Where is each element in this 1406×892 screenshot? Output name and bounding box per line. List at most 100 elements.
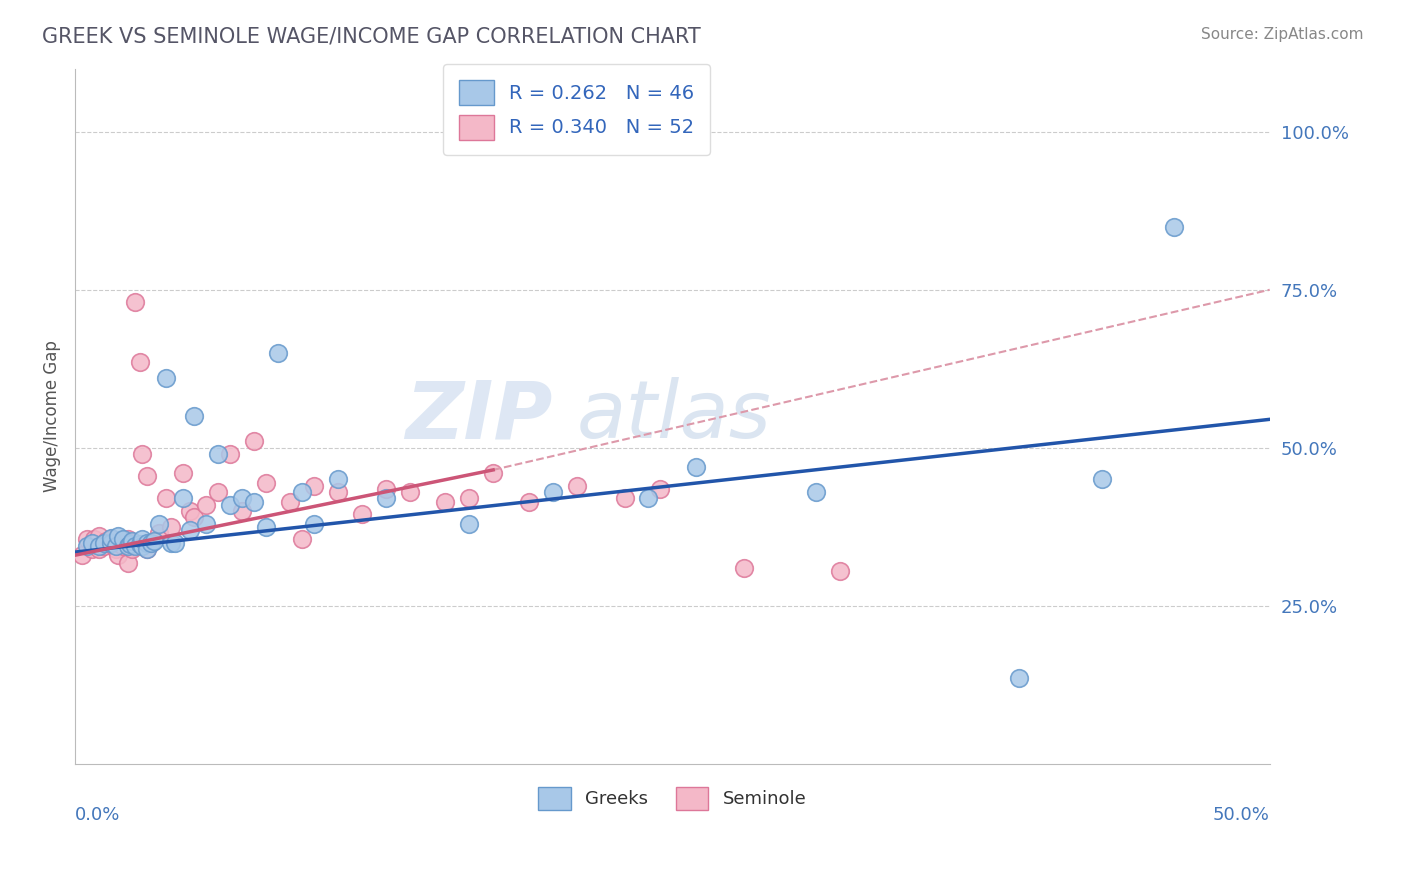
Point (121, 534, 143, 549)
Point (76, 533, 98, 547)
Point (117, 539, 139, 553)
Point (458, 516, 481, 531)
Point (131, 447, 153, 461)
Point (541, 485, 564, 500)
Point (121, 541, 143, 556)
Point (1008, 672, 1031, 686)
Point (195, 516, 218, 531)
Point (118, 537, 141, 551)
Point (291, 533, 314, 547)
Point (179, 523, 201, 537)
Point (135, 535, 157, 549)
Point (141, 535, 163, 549)
Point (107, 535, 129, 549)
Point (267, 346, 290, 360)
Point (231, 491, 253, 506)
Point (76, 539, 98, 553)
Point (141, 535, 163, 549)
Point (159, 535, 181, 549)
Point (482, 466, 505, 480)
Point (128, 355, 150, 369)
Point (148, 516, 170, 531)
Point (80, 541, 103, 556)
Point (131, 533, 153, 547)
Point (685, 459, 707, 474)
Point (117, 533, 139, 547)
Point (434, 494, 457, 508)
Text: 50.0%: 50.0% (1213, 805, 1270, 823)
Point (83, 533, 105, 547)
Point (613, 491, 636, 506)
Point (291, 485, 314, 500)
Point (135, 541, 157, 556)
Point (565, 479, 588, 493)
Point (374, 491, 396, 506)
Point (219, 447, 242, 461)
Point (172, 491, 194, 506)
Point (131, 539, 153, 553)
Point (80, 535, 103, 549)
Point (87, 539, 110, 553)
Point (243, 434, 266, 449)
Point (124, 295, 146, 310)
Point (219, 498, 242, 512)
Text: Source: ZipAtlas.com: Source: ZipAtlas.com (1201, 27, 1364, 42)
Point (148, 526, 170, 541)
Point (302, 479, 325, 493)
Point (104, 541, 127, 556)
Point (155, 371, 177, 385)
Point (121, 535, 143, 549)
Text: 0.0%: 0.0% (75, 805, 121, 823)
Point (142, 534, 165, 549)
Point (100, 537, 122, 551)
Point (254, 475, 277, 490)
Point (183, 409, 205, 424)
Text: ZIP: ZIP (405, 377, 553, 455)
Point (124, 539, 146, 553)
Point (278, 494, 301, 508)
Text: GREEK VS SEMINOLE WAGE/INCOME GAP CORRELATION CHART: GREEK VS SEMINOLE WAGE/INCOME GAP CORREL… (42, 27, 702, 46)
Point (155, 491, 177, 506)
Point (172, 466, 194, 480)
Point (87, 541, 110, 556)
Point (302, 516, 325, 531)
Y-axis label: Wage/Income Gap: Wage/Income Gap (44, 340, 60, 492)
Point (104, 539, 127, 553)
Point (100, 533, 122, 547)
Point (195, 498, 218, 512)
Point (117, 556, 139, 570)
Point (100, 535, 122, 549)
Text: atlas: atlas (576, 377, 772, 455)
Point (94, 534, 117, 549)
Point (111, 533, 134, 547)
Point (828, 564, 851, 578)
Point (650, 482, 672, 496)
Point (207, 447, 229, 461)
Point (350, 507, 373, 521)
Point (107, 529, 129, 543)
Point (179, 504, 201, 518)
Point (374, 482, 396, 496)
Point (1163, 219, 1185, 234)
Point (107, 548, 129, 562)
Point (165, 535, 187, 549)
Point (135, 541, 157, 556)
Point (159, 520, 181, 534)
Point (254, 520, 277, 534)
Point (93, 539, 115, 553)
Point (637, 491, 659, 506)
Point (207, 485, 229, 500)
Point (111, 539, 134, 553)
Point (183, 510, 205, 524)
Point (458, 491, 481, 506)
Point (804, 485, 827, 500)
Point (733, 561, 755, 575)
Point (93, 535, 115, 549)
Point (87, 529, 110, 543)
Point (70, 548, 93, 562)
Legend: Greeks, Seminole: Greeks, Seminole (524, 772, 821, 824)
Point (326, 472, 349, 486)
Point (135, 469, 157, 483)
Point (398, 485, 420, 500)
Point (231, 504, 253, 518)
